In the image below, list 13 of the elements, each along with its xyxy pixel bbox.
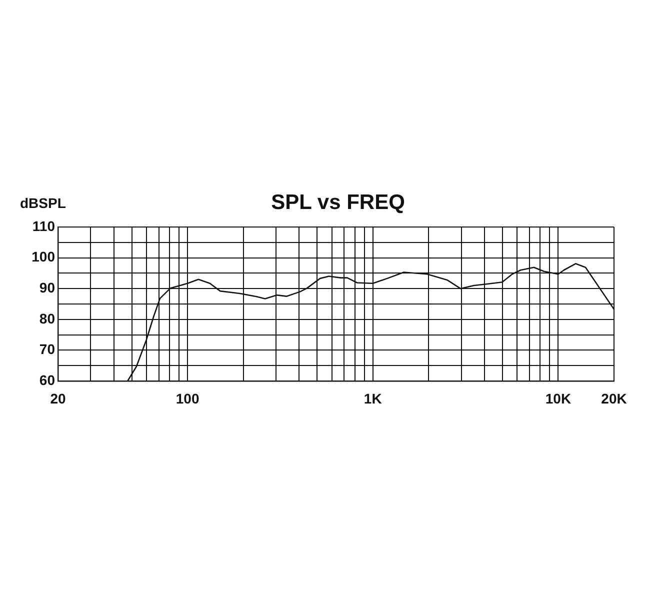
- y-axis-title: dBSPL: [20, 195, 66, 211]
- x-tick-label: 1K: [364, 390, 382, 406]
- y-tick-label: 100: [32, 248, 56, 265]
- x-tick-label: 10K: [545, 390, 572, 406]
- y-tick-label: 110: [32, 218, 56, 234]
- y-tick-label: 90: [39, 279, 56, 296]
- y-tick-label: 70: [39, 341, 56, 358]
- x-tick-label: 100: [176, 390, 200, 406]
- y-tick-label: 80: [39, 310, 56, 326]
- chart-title: SPL vs FREQ: [271, 191, 405, 214]
- x-tick-label: 20K: [601, 390, 627, 406]
- y-tick-label: 60: [39, 372, 56, 388]
- x-tick-label: 20: [50, 390, 66, 406]
